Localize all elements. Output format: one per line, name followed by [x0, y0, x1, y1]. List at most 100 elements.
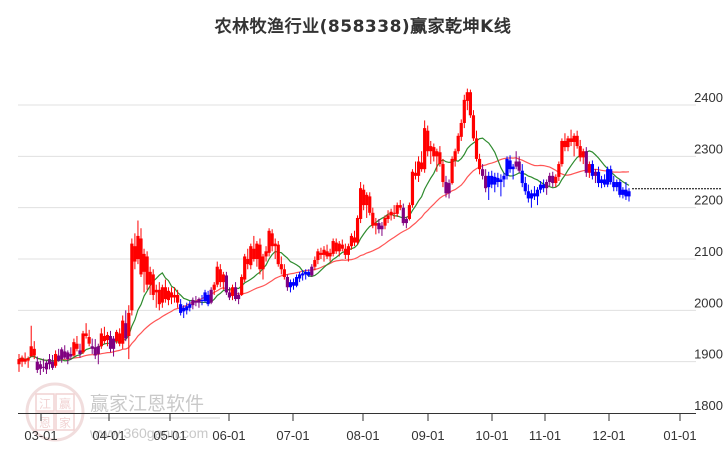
candle: [477, 158, 482, 170]
candle: [499, 179, 503, 183]
candle: [548, 175, 552, 183]
candle: [57, 355, 61, 361]
candle: [438, 152, 442, 165]
candle: [63, 351, 67, 358]
candle: [197, 299, 201, 303]
candle: [29, 346, 33, 357]
candle: [535, 189, 540, 197]
candle: [282, 269, 286, 277]
candle: [142, 253, 146, 272]
candle: [413, 172, 418, 176]
candle: [584, 151, 588, 173]
candle: [471, 115, 476, 139]
candle: [575, 135, 579, 147]
candle: [185, 306, 189, 311]
candle: [194, 301, 198, 303]
candle: [526, 191, 530, 199]
candle: [54, 353, 58, 366]
candle: [481, 169, 485, 176]
candle: [538, 184, 543, 190]
candle: [334, 242, 338, 252]
candle: [371, 212, 375, 226]
chart-title: 农林牧渔行业(858338)赢家乾坤K线: [214, 17, 512, 37]
candle: [157, 289, 161, 305]
candle: [249, 246, 253, 266]
candle: [502, 175, 506, 180]
svg-text:恩: 恩: [39, 416, 51, 430]
candle: [133, 246, 137, 262]
candle: [542, 184, 546, 189]
candle: [111, 338, 116, 349]
x-tick-label: 01-01: [663, 428, 696, 443]
candle: [462, 99, 466, 123]
candle: [545, 182, 549, 189]
candle: [102, 336, 106, 342]
candle: [590, 164, 594, 176]
candle: [176, 294, 180, 303]
candle: [127, 312, 131, 337]
candle: [139, 238, 143, 275]
y-tick-label: 1800: [694, 398, 723, 413]
candle: [319, 252, 323, 255]
candle: [389, 211, 393, 216]
candle: [124, 323, 128, 339]
candle: [621, 189, 625, 195]
candle: [291, 282, 296, 286]
candle: [468, 92, 472, 116]
candle: [593, 171, 598, 176]
candle: [221, 274, 225, 283]
candle: [514, 161, 518, 167]
y-tick-label: 2400: [694, 90, 723, 105]
candle: [407, 205, 411, 219]
candle: [270, 233, 274, 247]
x-tick-label: 11-01: [529, 428, 561, 443]
candle: [212, 284, 216, 290]
candle: [581, 151, 585, 158]
candle: [179, 304, 183, 313]
candle: [81, 333, 85, 353]
candle: [163, 287, 167, 300]
candle: [285, 276, 289, 288]
candle: [96, 346, 100, 354]
candle: [273, 243, 277, 247]
candle: [47, 359, 52, 365]
candle: [578, 146, 582, 158]
candle: [465, 92, 469, 101]
candle: [606, 169, 610, 185]
candle: [240, 276, 244, 295]
x-tick-label: 10-01: [475, 428, 508, 443]
candle: [304, 271, 308, 275]
candle: [38, 364, 42, 369]
candle: [160, 287, 164, 303]
candle: [87, 337, 91, 344]
x-tick-label: 12-01: [592, 428, 625, 443]
candle: [627, 191, 631, 197]
candle: [276, 244, 280, 265]
x-tick-label: 04-01: [92, 428, 125, 443]
candle: [252, 248, 256, 260]
x-tick-label: 03-01: [24, 428, 57, 443]
candle: [227, 292, 232, 298]
x-tick-label: 09-01: [411, 428, 444, 443]
x-tick-label: 08-01: [346, 428, 379, 443]
candle: [554, 176, 558, 184]
candle: [365, 194, 369, 206]
y-tick-label: 2300: [694, 141, 723, 156]
candle: [215, 266, 219, 285]
candle: [383, 217, 387, 226]
candle: [224, 275, 228, 293]
candle: [72, 342, 76, 356]
candle: [612, 182, 616, 188]
candle: [359, 188, 363, 219]
candle: [118, 333, 122, 344]
candle: [456, 135, 460, 152]
candle: [520, 170, 524, 184]
candle: [182, 307, 186, 312]
candle: [17, 359, 21, 365]
candle: [209, 289, 213, 303]
candle: [35, 361, 39, 370]
candle: [377, 223, 381, 230]
candle: [331, 241, 335, 254]
candle: [66, 352, 70, 360]
